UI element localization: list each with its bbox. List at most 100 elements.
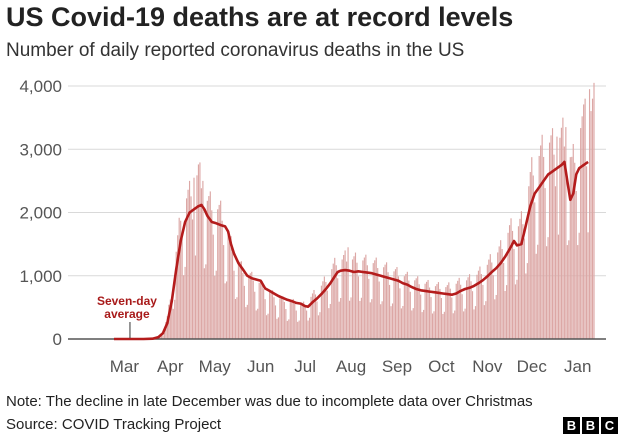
bar: [243, 285, 245, 339]
bar: [583, 104, 585, 340]
bar: [320, 285, 322, 339]
bar: [514, 284, 517, 339]
bar: [501, 249, 503, 339]
bar: [323, 276, 325, 339]
bar: [409, 291, 411, 339]
bar: [328, 308, 330, 339]
footnote: Note: The decline in late December was d…: [6, 393, 533, 410]
bar: [460, 284, 462, 339]
bar: [319, 312, 321, 339]
bar: [371, 299, 373, 339]
bar: [547, 237, 549, 339]
bar: [543, 156, 545, 339]
bar: [271, 290, 274, 339]
bar: [528, 186, 530, 339]
bar: [580, 128, 582, 339]
bar: [248, 274, 250, 339]
bar: [295, 310, 297, 339]
bar: [166, 316, 168, 339]
bar: [433, 311, 435, 339]
y-tick-label: 0: [53, 330, 62, 349]
annotation-label: Seven-day: [97, 294, 157, 308]
bar: [540, 145, 542, 339]
bar: [504, 290, 506, 339]
bar: [577, 245, 579, 339]
bar: [445, 287, 447, 339]
bar: [464, 308, 466, 339]
bar: [338, 301, 340, 339]
bar: [486, 264, 488, 339]
bar: [526, 263, 528, 339]
bar: [252, 280, 254, 339]
bar: [541, 134, 543, 339]
bar: [308, 317, 311, 339]
bar: [507, 232, 509, 339]
bar: [199, 162, 201, 339]
bar: [491, 262, 493, 339]
bar: [590, 111, 592, 339]
bar: [369, 302, 371, 339]
x-tick-label: Jul: [294, 357, 316, 376]
bar: [326, 290, 328, 339]
bar: [165, 322, 167, 339]
bar: [548, 142, 551, 339]
bar: [304, 306, 306, 339]
bar: [390, 306, 392, 339]
bar: [288, 319, 290, 339]
bar: [375, 257, 377, 339]
bar: [522, 224, 524, 339]
bar: [405, 273, 407, 339]
bar: [556, 136, 558, 339]
bar: [578, 232, 580, 339]
chart-area: 0 1,000 2,000 3,000 4,000 Mar Apr May Jun Jul Aug S…: [19, 77, 606, 376]
bar: [276, 318, 278, 339]
bar: [498, 246, 500, 339]
bar: [446, 285, 448, 339]
bar: [544, 188, 546, 339]
bar: [283, 301, 285, 339]
bar: [372, 263, 374, 339]
bar: [184, 266, 186, 339]
bar: [329, 303, 331, 339]
bar: [270, 290, 272, 339]
bar: [303, 301, 305, 339]
bar: [563, 146, 565, 339]
bar: [183, 275, 185, 339]
bar: [356, 262, 358, 339]
x-tick-label: Dec: [517, 357, 548, 376]
bar: [357, 276, 360, 339]
bar: [383, 267, 385, 339]
bar: [497, 252, 499, 339]
bar: [569, 157, 571, 339]
bar: [587, 232, 589, 339]
bar: [190, 196, 192, 339]
bar: [263, 289, 265, 339]
bar: [291, 300, 293, 339]
bar: [160, 334, 162, 339]
x-tick-label: Jan: [564, 357, 591, 376]
bar: [581, 116, 583, 339]
bar: [325, 281, 327, 339]
bar: [400, 308, 402, 339]
bar: [258, 282, 260, 339]
bar: [593, 82, 595, 340]
bar: [334, 257, 336, 339]
logo-letter: C: [601, 417, 618, 434]
bar: [431, 313, 434, 339]
bar: [586, 166, 588, 339]
bar: [316, 301, 318, 339]
bar: [403, 276, 405, 339]
bar: [467, 277, 469, 339]
bar: [178, 217, 180, 339]
bar: [251, 271, 253, 339]
bar: [359, 300, 361, 339]
bar: [415, 278, 417, 339]
bar: [343, 255, 345, 339]
bar: [313, 289, 315, 339]
bar: [301, 302, 303, 339]
bar: [365, 254, 367, 339]
bar: [534, 202, 536, 339]
bar: [211, 210, 213, 339]
bbc-logo: B B C: [563, 417, 618, 434]
bar: [242, 272, 244, 339]
